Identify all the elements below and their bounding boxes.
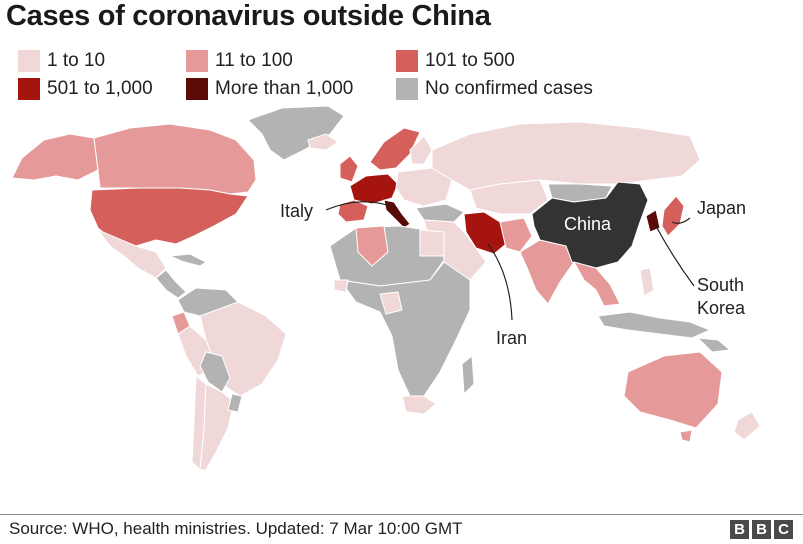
- nigeria: [379, 291, 403, 315]
- world-map: China Italy Japan South Korea Iran: [11, 105, 761, 471]
- turkey: [415, 203, 465, 223]
- canada: [93, 123, 257, 195]
- legend-item-no-confirmed: No confirmed cases: [396, 78, 593, 100]
- south-korea-leader-line: [655, 225, 695, 287]
- scandinavia: [369, 127, 421, 171]
- central-america: [155, 269, 187, 299]
- russia: [431, 121, 701, 191]
- source-note: Source: WHO, health ministries. Updated:…: [9, 519, 463, 538]
- legend-label: 101 to 500: [425, 50, 515, 71]
- legend-label: 11 to 100: [215, 50, 293, 71]
- legend-label: 501 to 1,000: [47, 78, 153, 99]
- legend-swatch: [186, 78, 208, 100]
- finland: [409, 135, 433, 165]
- china: [531, 181, 649, 269]
- south-korea-label-line2: Korea: [697, 298, 746, 318]
- legend-swatch: [18, 78, 40, 100]
- legend-item-501-to-1000: 501 to 1,000: [18, 78, 153, 100]
- central-asia: [469, 179, 549, 215]
- argentina: [199, 383, 235, 471]
- southeast-asia: [573, 261, 621, 307]
- egypt: [419, 229, 445, 257]
- legend-swatch: [396, 50, 418, 72]
- afghanistan-pakistan: [499, 217, 533, 253]
- senegal: [333, 279, 349, 293]
- italy-leader-line: [325, 201, 391, 211]
- india: [519, 239, 575, 305]
- algeria: [355, 225, 389, 267]
- iran-label: Iran: [496, 328, 527, 348]
- japan: [661, 195, 685, 237]
- legend-item-11-to-100: 11 to 100: [186, 50, 293, 72]
- japan-label: Japan: [697, 198, 746, 218]
- legend-label: More than 1,000: [215, 78, 354, 99]
- footer-divider: [0, 514, 803, 515]
- china-label: China: [564, 214, 612, 234]
- legend-label: 1 to 10: [47, 50, 106, 71]
- legend: 1 to 10 11 to 100 101 to 500 501 to 1,00…: [18, 50, 638, 106]
- japan-leader-line: [671, 217, 691, 224]
- bbc-logo-letter: C: [774, 520, 793, 539]
- iceland: [307, 133, 339, 151]
- iran: [463, 211, 507, 255]
- legend-item-1-to-10: 1 to 10: [18, 50, 105, 72]
- philippines: [639, 267, 655, 297]
- uk-ireland: [339, 155, 359, 183]
- legend-swatch: [396, 78, 418, 100]
- italy: [383, 199, 411, 229]
- alaska: [11, 133, 99, 181]
- indonesia: [597, 311, 711, 339]
- iran-leader-line: [487, 243, 513, 321]
- greenland: [247, 105, 345, 161]
- france-germany: [349, 173, 399, 205]
- map-title: Cases of coronavirus outside China: [6, 0, 491, 32]
- sub-saharan-africa: [339, 261, 471, 397]
- spain: [337, 199, 369, 223]
- italy-label: Italy: [280, 201, 313, 221]
- south-africa: [401, 395, 437, 415]
- new-zealand: [733, 411, 761, 441]
- legend-label: No confirmed cases: [425, 78, 593, 99]
- bbc-logo: B B C: [730, 520, 793, 539]
- legend-item-more-than-1000: More than 1,000: [186, 78, 353, 100]
- legend-swatch: [18, 50, 40, 72]
- legend-item-101-to-500: 101 to 500: [396, 50, 515, 72]
- madagascar: [461, 355, 475, 395]
- uruguay: [227, 393, 243, 413]
- bbc-logo-letter: B: [730, 520, 749, 539]
- legend-swatch: [186, 50, 208, 72]
- australia: [623, 351, 723, 429]
- tasmania: [679, 429, 693, 443]
- bbc-logo-letter: B: [752, 520, 771, 539]
- caribbean: [169, 253, 207, 267]
- south-korea-label-line1: South: [697, 275, 744, 295]
- papua-new-guinea: [697, 337, 731, 353]
